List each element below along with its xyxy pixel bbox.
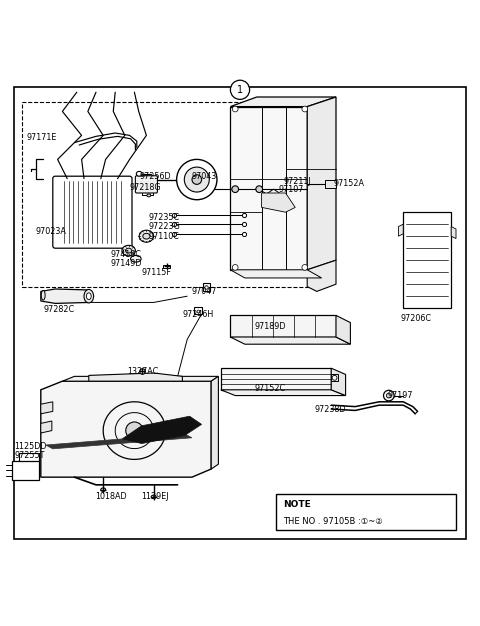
Bar: [331, 374, 338, 381]
Text: 97255T: 97255T: [14, 451, 45, 459]
Polygon shape: [41, 402, 53, 414]
Bar: [403, 212, 451, 308]
Text: 1: 1: [237, 85, 243, 95]
Text: 97149D: 97149D: [110, 259, 142, 267]
Circle shape: [232, 106, 238, 112]
Text: 1327AC: 1327AC: [127, 367, 158, 376]
Text: 97047: 97047: [192, 287, 217, 296]
Polygon shape: [163, 265, 170, 268]
Polygon shape: [62, 376, 218, 381]
Polygon shape: [211, 376, 218, 469]
Text: 97218G: 97218G: [130, 183, 161, 192]
Ellipse shape: [143, 233, 150, 239]
Polygon shape: [230, 270, 322, 278]
Text: 97115F: 97115F: [142, 268, 171, 277]
Text: 97171E: 97171E: [26, 133, 57, 142]
Polygon shape: [46, 434, 192, 449]
Ellipse shape: [147, 194, 151, 197]
Circle shape: [232, 265, 238, 270]
FancyBboxPatch shape: [135, 176, 157, 193]
Text: 97416C: 97416C: [110, 250, 141, 259]
Text: 97197: 97197: [388, 391, 413, 400]
Bar: [19, 453, 39, 466]
Ellipse shape: [139, 230, 154, 242]
Polygon shape: [230, 97, 336, 106]
Text: 97152A: 97152A: [334, 179, 365, 188]
Polygon shape: [325, 180, 336, 188]
Ellipse shape: [84, 289, 94, 303]
Polygon shape: [89, 373, 182, 381]
Circle shape: [126, 422, 143, 439]
Circle shape: [332, 376, 337, 380]
Ellipse shape: [101, 488, 106, 491]
Text: 1018AD: 1018AD: [95, 492, 127, 501]
Text: 1129EJ: 1129EJ: [142, 492, 169, 501]
FancyBboxPatch shape: [53, 176, 132, 248]
Text: 97110C: 97110C: [149, 232, 180, 241]
Polygon shape: [307, 260, 336, 291]
Ellipse shape: [86, 293, 91, 300]
Bar: [22, 102, 326, 287]
Bar: [12, 461, 39, 480]
Ellipse shape: [131, 255, 141, 262]
Polygon shape: [41, 289, 94, 304]
Polygon shape: [41, 421, 52, 433]
Circle shape: [184, 167, 209, 192]
Text: 97246H: 97246H: [182, 310, 214, 319]
Polygon shape: [230, 316, 336, 337]
Text: 97235C: 97235C: [149, 212, 180, 222]
Circle shape: [302, 106, 308, 112]
Ellipse shape: [136, 172, 142, 176]
Polygon shape: [221, 390, 346, 396]
Bar: [194, 307, 202, 314]
Circle shape: [230, 80, 250, 100]
Text: 97223G: 97223G: [149, 222, 180, 230]
Text: 97023A: 97023A: [36, 227, 67, 236]
Polygon shape: [41, 381, 211, 477]
Text: 97107: 97107: [278, 185, 304, 194]
Polygon shape: [262, 193, 295, 212]
Text: 97282C: 97282C: [43, 305, 74, 314]
Polygon shape: [398, 224, 403, 236]
Circle shape: [232, 186, 239, 193]
Text: 97211J: 97211J: [283, 177, 311, 185]
Circle shape: [177, 160, 217, 200]
Polygon shape: [230, 337, 350, 344]
Text: THE NO . 97105B :①~②: THE NO . 97105B :①~②: [283, 517, 383, 526]
Text: 97206C: 97206C: [401, 314, 432, 323]
Text: 97152C: 97152C: [254, 384, 286, 393]
Text: 97189D: 97189D: [254, 322, 286, 331]
Circle shape: [384, 390, 394, 401]
Ellipse shape: [151, 495, 156, 498]
Text: 97043: 97043: [192, 172, 217, 181]
Polygon shape: [221, 368, 331, 390]
Text: 97256D: 97256D: [139, 172, 171, 181]
Bar: [203, 283, 210, 291]
Text: 97238D: 97238D: [314, 406, 346, 414]
Polygon shape: [336, 316, 350, 344]
Text: 1125DD: 1125DD: [14, 442, 47, 451]
Bar: [276, 494, 456, 530]
Circle shape: [386, 393, 391, 398]
Ellipse shape: [126, 248, 132, 253]
Circle shape: [256, 186, 263, 193]
Text: NOTE: NOTE: [283, 500, 311, 509]
Ellipse shape: [41, 290, 45, 300]
Circle shape: [192, 175, 202, 185]
Ellipse shape: [122, 245, 135, 256]
Circle shape: [302, 265, 308, 270]
Polygon shape: [122, 416, 202, 444]
Polygon shape: [331, 368, 346, 396]
Polygon shape: [230, 106, 307, 270]
Polygon shape: [451, 227, 456, 239]
Polygon shape: [307, 97, 336, 270]
